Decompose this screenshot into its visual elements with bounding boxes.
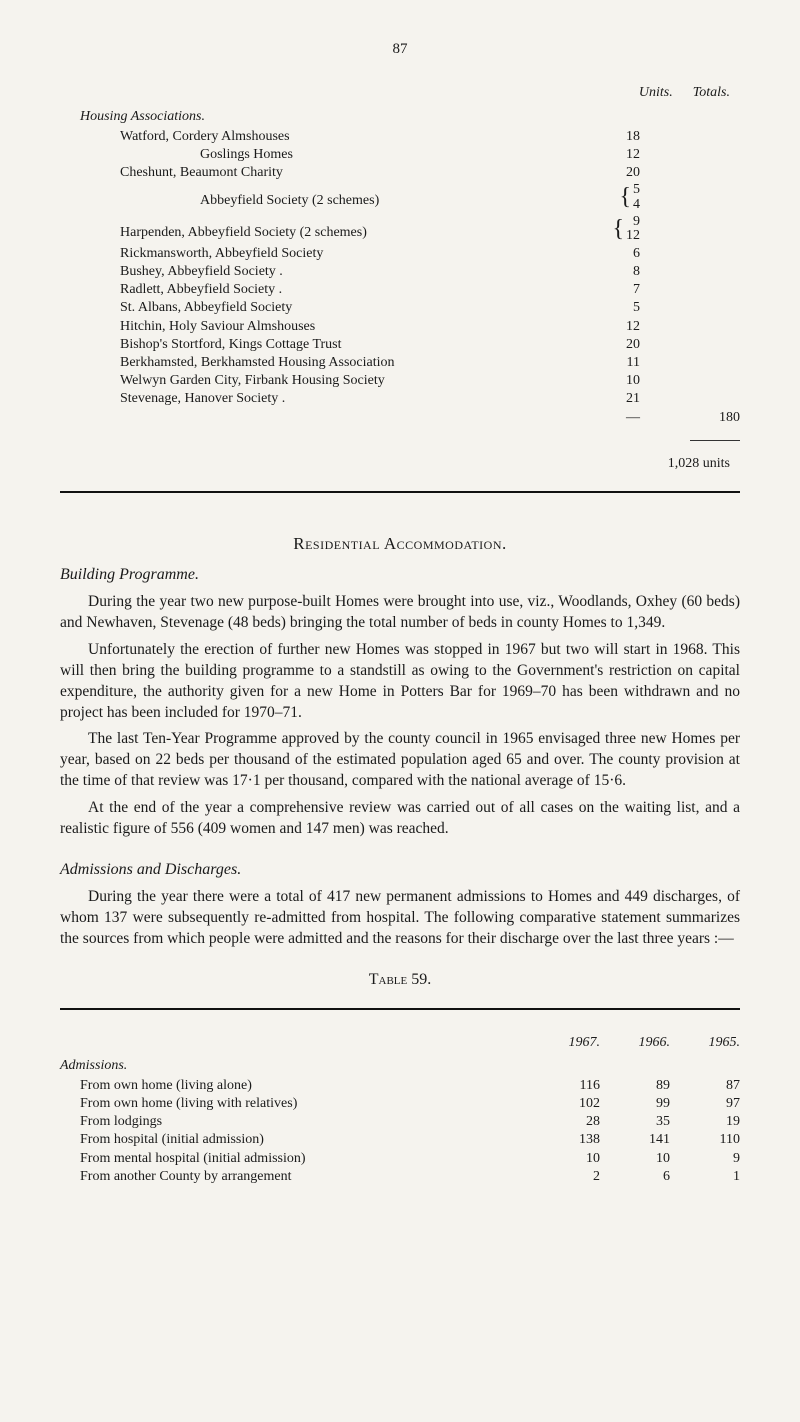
- admissions-value: 10: [600, 1150, 670, 1168]
- paragraph: Unfortunately the erection of further ne…: [60, 640, 740, 724]
- housing-row: Berkhamsted, Berkhamsted Housing Associa…: [120, 354, 740, 372]
- table-top-rule: [60, 1008, 740, 1010]
- table-label: Table 59.: [60, 970, 740, 991]
- year-col: 1967.: [530, 1034, 600, 1052]
- divider: [60, 491, 740, 493]
- admissions-value: 28: [530, 1113, 600, 1131]
- totals-header: Totals.: [693, 84, 730, 102]
- paragraph: During the year two new purpose-built Ho…: [60, 592, 740, 634]
- admissions-row: From hospital (initial admission)1381411…: [60, 1131, 740, 1149]
- housing-row: Bishop's Stortford, Kings Cottage Trust2…: [120, 336, 740, 354]
- housing-label: Berkhamsted, Berkhamsted Housing Associa…: [120, 354, 580, 372]
- admissions-label: From another County by arrangement: [80, 1168, 530, 1186]
- units-value: 18: [580, 128, 680, 146]
- admissions-value: 138: [530, 1131, 600, 1149]
- housing-label: Hitchin, Holy Saviour Almshouses: [120, 318, 580, 336]
- housing-row: Radlett, Abbeyfield Society .7: [120, 281, 740, 299]
- admissions-value: 2: [530, 1168, 600, 1186]
- admissions-label: From mental hospital (initial admission): [80, 1150, 530, 1168]
- units-value: 10: [580, 372, 680, 390]
- admissions-row: From lodgings283519: [60, 1113, 740, 1131]
- housing-label: Bushey, Abbeyfield Society .: [120, 263, 580, 281]
- admissions-value: 19: [670, 1113, 740, 1131]
- housing-row: Rickmansworth, Abbeyfield Society6: [120, 245, 740, 263]
- units-value: 11: [580, 354, 680, 372]
- paragraph: The last Ten-Year Programme approved by …: [60, 729, 740, 792]
- admissions-label: From own home (living alone): [80, 1077, 530, 1095]
- admissions-row: From own home (living with relatives)102…: [60, 1095, 740, 1113]
- admissions-label: From lodgings: [80, 1113, 530, 1131]
- brace-units: {54: [580, 182, 680, 213]
- admissions-section-label: Admissions.: [60, 1057, 740, 1075]
- year-col: 1965.: [670, 1034, 740, 1052]
- housing-row: St. Albans, Abbeyfield Society5: [120, 299, 740, 317]
- units-value: 7: [580, 281, 680, 299]
- admissions-table: 1967. 1966. 1965. Admissions. From own h…: [60, 1028, 740, 1186]
- units-value: 6: [580, 245, 680, 263]
- housing-label: Goslings Homes: [120, 146, 580, 164]
- housing-label: Bishop's Stortford, Kings Cottage Trust: [120, 336, 580, 354]
- housing-list: Watford, Cordery Almshouses18Goslings Ho…: [60, 128, 740, 409]
- housing-row: Welwyn Garden City, Firbank Housing Soci…: [120, 372, 740, 390]
- housing-row: Watford, Cordery Almshouses18: [120, 128, 740, 146]
- housing-label: Welwyn Garden City, Firbank Housing Soci…: [120, 372, 580, 390]
- admissions-value: 10: [530, 1150, 600, 1168]
- housing-label: St. Albans, Abbeyfield Society: [120, 299, 580, 317]
- housing-label: Rickmansworth, Abbeyfield Society: [120, 245, 580, 263]
- admissions-value: 110: [670, 1131, 740, 1149]
- page-number: 87: [60, 40, 740, 60]
- housing-label: Stevenage, Hanover Society .: [120, 390, 580, 408]
- admissions-value: 9: [670, 1150, 740, 1168]
- admissions-value: 6: [600, 1168, 670, 1186]
- housing-row: Harpenden, Abbeyfield Society (2 schemes…: [120, 214, 740, 245]
- subtotal-value: 180: [680, 409, 740, 427]
- subtotal-row: — 180: [60, 409, 740, 447]
- residential-heading: Residential Accommodation.: [60, 533, 740, 555]
- housing-label: Watford, Cordery Almshouses: [120, 128, 580, 146]
- housing-label: Radlett, Abbeyfield Society .: [120, 281, 580, 299]
- units-value: 20: [580, 336, 680, 354]
- admissions-value: 97: [670, 1095, 740, 1113]
- admissions-row: From own home (living alone)1168987: [60, 1077, 740, 1095]
- units-value: 8: [580, 263, 680, 281]
- admissions-row: From another County by arrangement261: [60, 1168, 740, 1186]
- units-totals-header: Units. Totals.: [60, 84, 740, 102]
- housing-associations-label: Housing Associations.: [60, 108, 740, 126]
- year-col: 1966.: [600, 1034, 670, 1052]
- admissions-value: 116: [530, 1077, 600, 1095]
- admissions-year-header: 1967. 1966. 1965.: [60, 1028, 740, 1052]
- housing-label: Abbeyfield Society (2 schemes): [120, 192, 580, 210]
- admissions-value: 87: [670, 1077, 740, 1095]
- admissions-discharges-heading: Admissions and Discharges.: [60, 860, 740, 881]
- paragraph: At the end of the year a comprehensive r…: [60, 798, 740, 840]
- admissions-value: 141: [600, 1131, 670, 1149]
- units-value: 12: [580, 318, 680, 336]
- units-value: 20: [580, 164, 680, 182]
- housing-row: Cheshunt, Beaumont Charity20: [120, 164, 740, 182]
- admissions-row: From mental hospital (initial admission)…: [60, 1150, 740, 1168]
- grand-total: 1,028 units: [60, 455, 740, 473]
- units-value: 21: [580, 390, 680, 408]
- housing-row: Stevenage, Hanover Society .21: [120, 390, 740, 408]
- housing-row: Abbeyfield Society (2 schemes){54: [120, 182, 740, 213]
- admissions-value: 102: [530, 1095, 600, 1113]
- admissions-label: From hospital (initial admission): [80, 1131, 530, 1149]
- admissions-value: 35: [600, 1113, 670, 1131]
- housing-row: Hitchin, Holy Saviour Almshouses12: [120, 318, 740, 336]
- units-header: Units.: [639, 84, 673, 102]
- admissions-value: 1: [670, 1168, 740, 1186]
- housing-label: Harpenden, Abbeyfield Society (2 schemes…: [120, 224, 580, 242]
- housing-row: Bushey, Abbeyfield Society .8: [120, 263, 740, 281]
- housing-row: Goslings Homes12: [120, 146, 740, 164]
- building-programme-heading: Building Programme.: [60, 565, 740, 586]
- brace-units: {912: [580, 214, 680, 245]
- paragraph: During the year there were a total of 41…: [60, 887, 740, 950]
- admissions-label: From own home (living with relatives): [80, 1095, 530, 1113]
- admissions-value: 89: [600, 1077, 670, 1095]
- units-value: 12: [580, 146, 680, 164]
- admissions-value: 99: [600, 1095, 670, 1113]
- units-value: 5: [580, 299, 680, 317]
- housing-label: Cheshunt, Beaumont Charity: [120, 164, 580, 182]
